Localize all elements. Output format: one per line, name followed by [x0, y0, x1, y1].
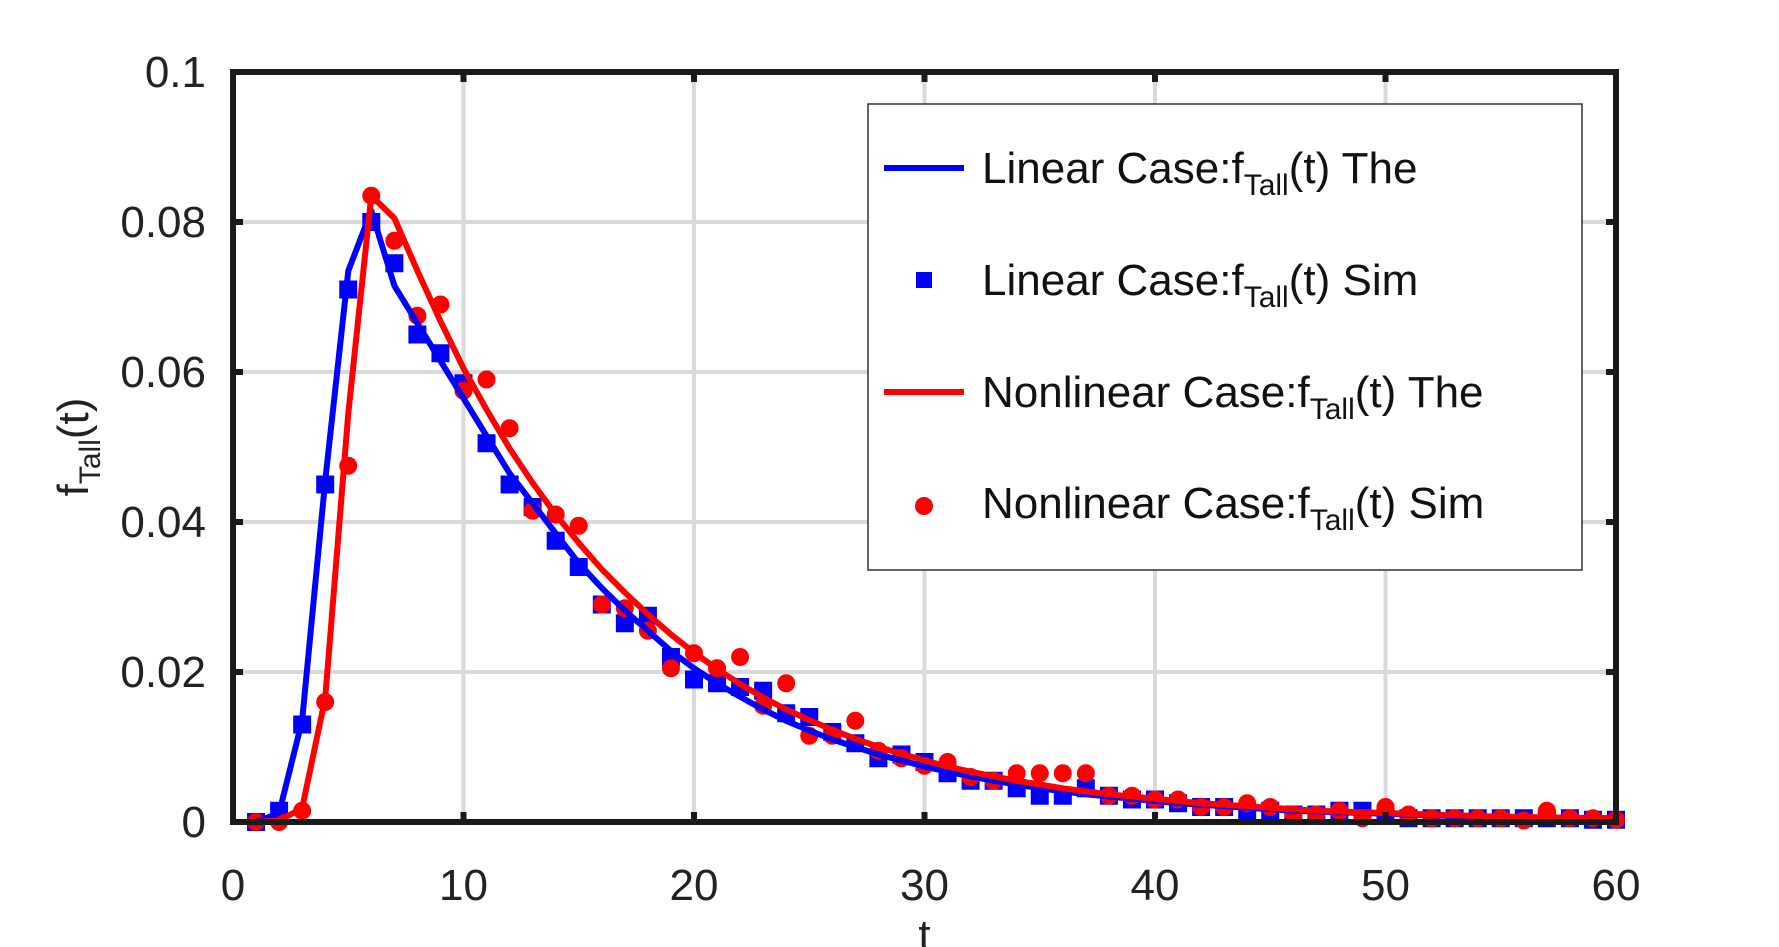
data-point-circle: [731, 648, 750, 666]
y-tick-label: 0.06: [120, 348, 206, 397]
data-point-circle: [777, 674, 796, 693]
y-tick-label: 0: [182, 798, 206, 847]
legend-label-sub: Tall: [1244, 169, 1289, 202]
series-line: [255, 192, 1616, 825]
legend-label-main: Nonlinear Case:f: [982, 479, 1310, 528]
legend-label-suffix: (t) The: [1355, 368, 1484, 417]
data-point-circle: [592, 595, 611, 614]
legend-box: [867, 103, 1583, 571]
y-tick-label: 0.1: [145, 48, 206, 97]
legend-label-sub: Tall: [1310, 393, 1355, 426]
legend-swatch-nonlinear-sim: [915, 497, 933, 515]
data-point-circle: [477, 370, 496, 389]
data-point-circle: [661, 659, 680, 678]
tick-labels: 0 10 20 30 40 50 60 0 0.02 0.04 0.06 0.08 0.1: [120, 48, 1640, 910]
x-tick-label: 10: [439, 861, 488, 910]
y-tick-label: 0.04: [120, 498, 206, 547]
x-tick-label: 40: [1131, 861, 1180, 910]
data-point-square: [685, 670, 703, 689]
y-tick-label: 0.08: [120, 198, 206, 247]
legend-label-main: Linear Case:f: [982, 144, 1244, 193]
legend-label-suffix: (t) Sim: [1355, 479, 1485, 528]
data-point-square: [615, 614, 634, 633]
legend-label-main: Nonlinear Case:f: [982, 368, 1310, 417]
legend-entry-nonlinear-sim: Nonlinear Case:fTall(t) Sim: [915, 479, 1484, 537]
legend-entry-linear-theory: Linear Case:fTall(t) The: [884, 144, 1418, 202]
x-tick-label: 20: [670, 861, 719, 910]
x-axis-label: t: [918, 911, 930, 947]
data-point-circle: [1053, 764, 1072, 783]
y-tick-label: 0.02: [120, 648, 206, 697]
data-point-circle: [569, 516, 588, 535]
x-tick-label: 0: [221, 861, 245, 910]
legend-label-linear-sim: Linear Case:fTall(t) Sim: [982, 256, 1418, 314]
legend-label-sub: Tall: [1244, 281, 1289, 314]
series-2: [255, 192, 1616, 825]
data-point-circle: [846, 711, 865, 730]
x-tick-label: 60: [1592, 861, 1641, 910]
legend-label-suffix: (t) Sim: [1289, 256, 1419, 305]
legend-entry-nonlinear-theory: Nonlinear Case:fTall(t) The: [884, 368, 1484, 426]
data-point-circle: [1076, 764, 1095, 783]
legend-label-sub: Tall: [1310, 504, 1355, 537]
data-point-circle: [1030, 764, 1049, 783]
legend-label-nonlinear-theory: Nonlinear Case:fTall(t) The: [982, 368, 1484, 426]
legend-label-suffix: (t) The: [1289, 144, 1418, 193]
legend: Linear Case:fTall(t) The Linear Case:fTa…: [867, 103, 1583, 571]
legend-swatch-linear-sim: [916, 272, 932, 288]
y-axis-label: fTall(t): [49, 398, 107, 497]
x-tick-label: 50: [1361, 861, 1410, 910]
data-point-circle: [500, 419, 519, 438]
y-axis-label-main: f: [49, 483, 98, 496]
ticks: [230, 69, 1619, 825]
legend-label-nonlinear-sim: Nonlinear Case:fTall(t) Sim: [982, 479, 1484, 537]
x-tick-label: 30: [900, 861, 949, 910]
y-axis-label-suffix: (t): [49, 398, 98, 440]
legend-entry-linear-sim: Linear Case:fTall(t) Sim: [916, 256, 1418, 314]
legend-label-main: Linear Case:f: [982, 256, 1244, 305]
legend-label-linear-theory: Linear Case:fTall(t) The: [982, 144, 1418, 202]
data-point-circle: [385, 231, 404, 250]
y-axis-label-sub: Tall: [74, 439, 107, 484]
